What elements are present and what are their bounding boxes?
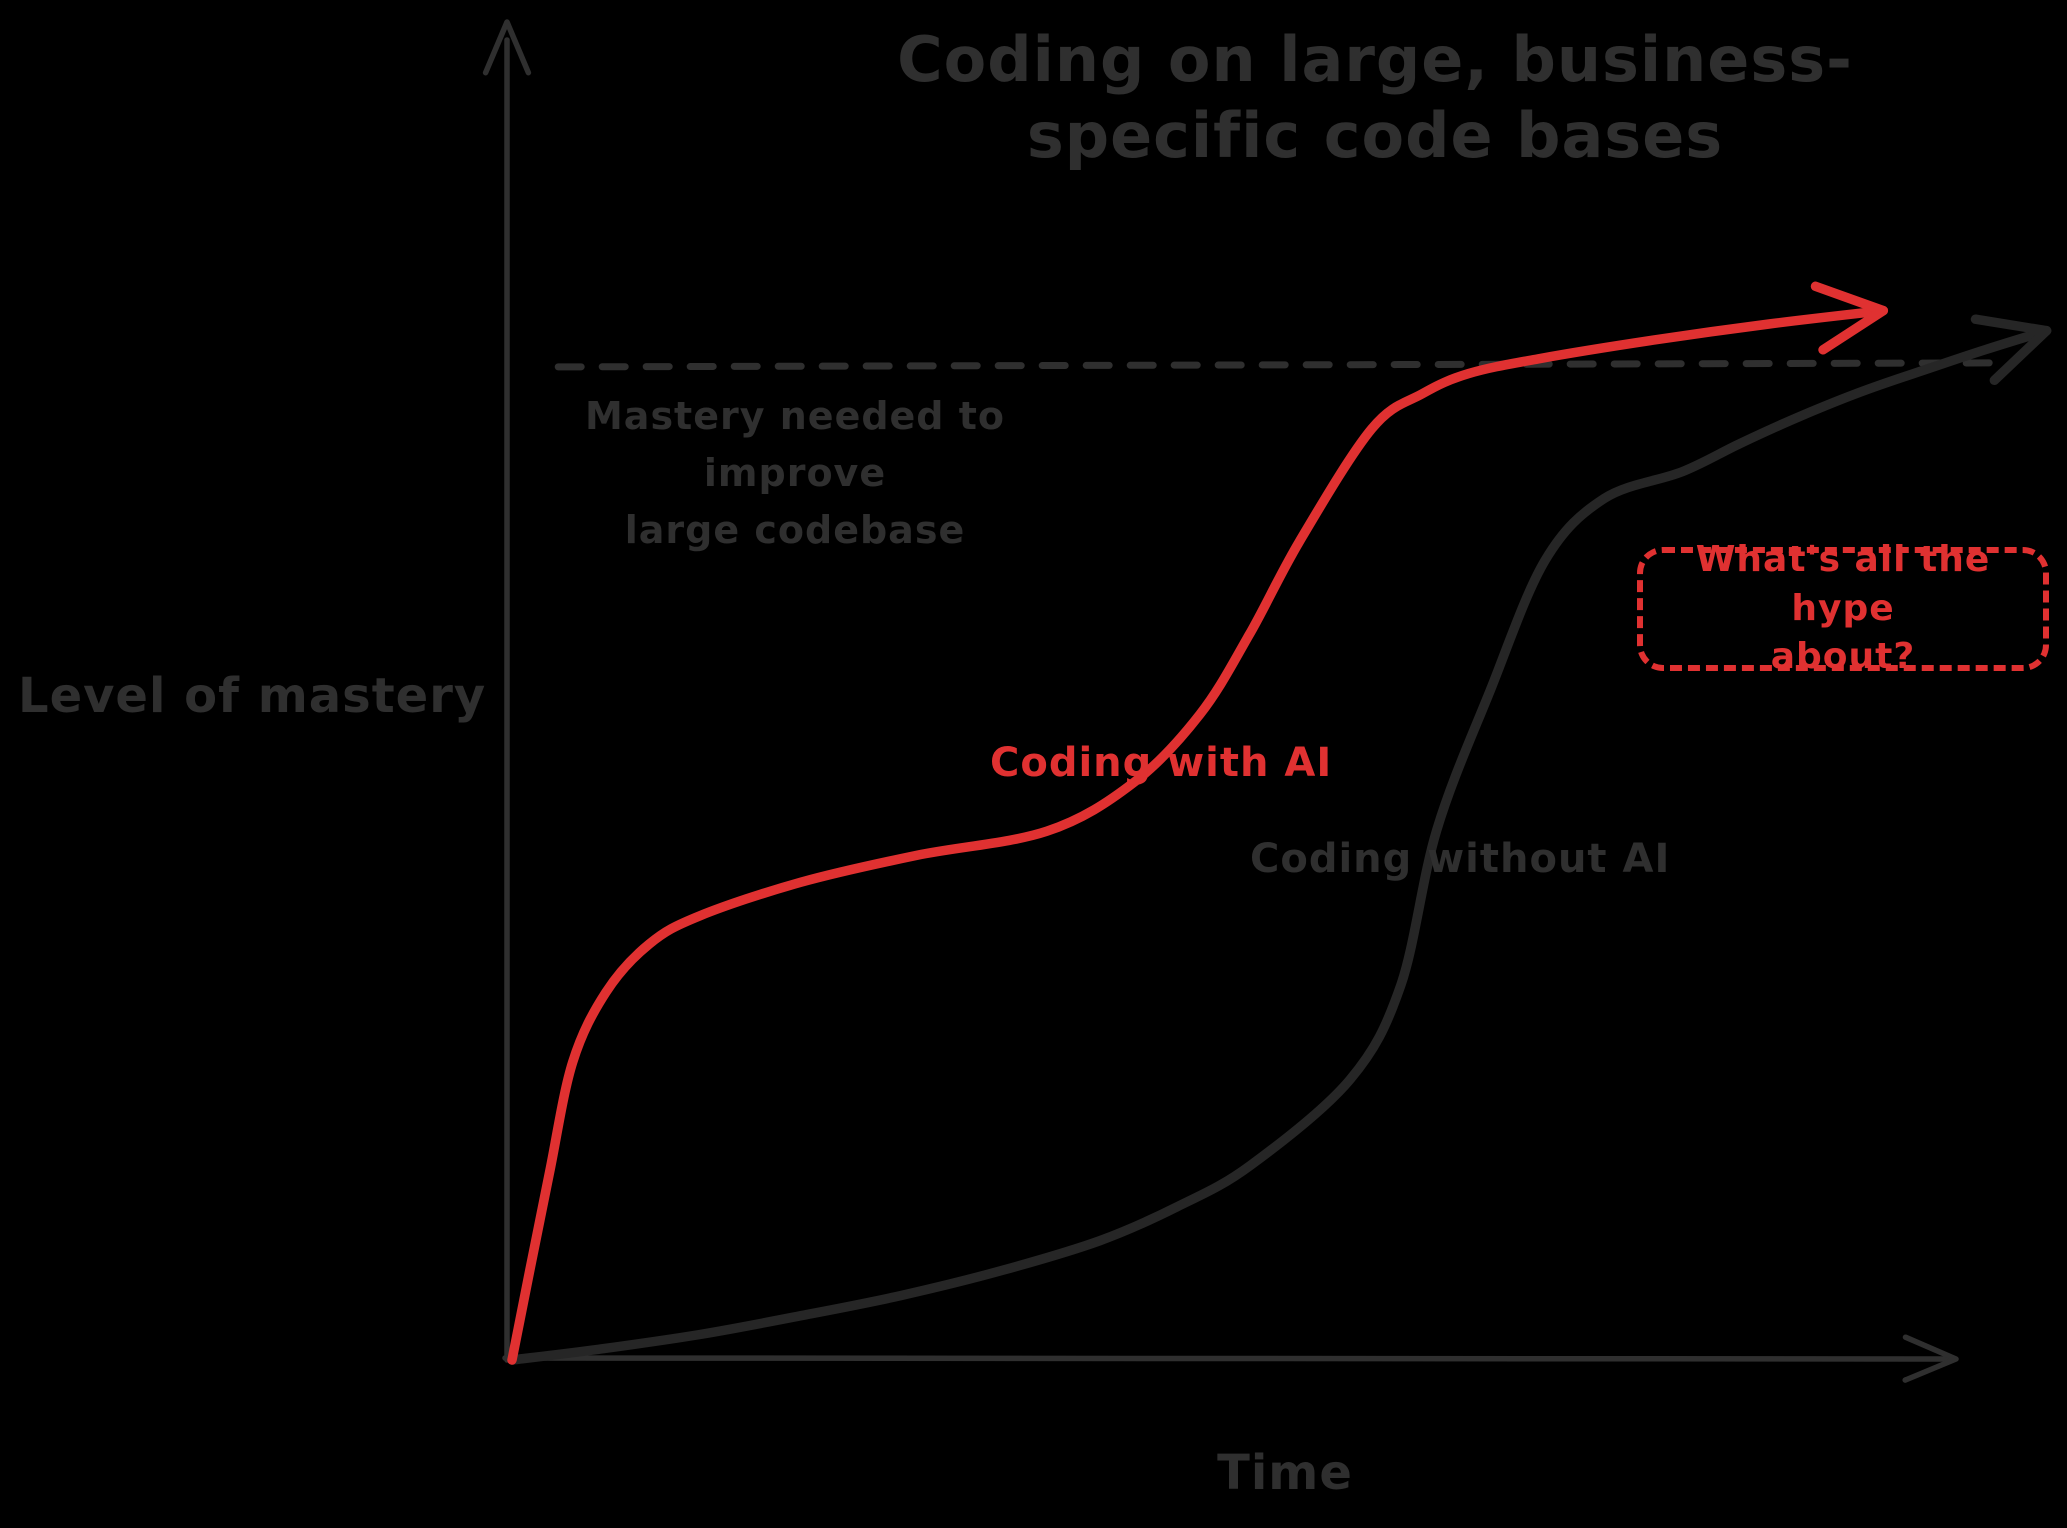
coding-without-ai-arrow-icon xyxy=(1970,314,2052,386)
x-axis-label: Time xyxy=(1217,1445,1353,1501)
chart-title: Coding on large, business- specific code… xyxy=(897,23,1853,172)
axes xyxy=(482,19,1959,1383)
coding-with-ai-arrow-icon xyxy=(1810,281,1889,355)
coding-with-ai-curve xyxy=(507,305,1889,1365)
coding-with-ai-label: Coding with AI xyxy=(990,740,1333,786)
mastery-threshold-dashes xyxy=(554,359,1994,371)
mastery-threshold-label: Mastery needed to improve large codebase xyxy=(584,394,1006,552)
x-axis-arrow-icon xyxy=(1902,1334,1959,1383)
y-axis-arrow-icon xyxy=(482,19,532,76)
y-axis-label: Level of mastery xyxy=(18,668,487,724)
coding-without-ai-curve xyxy=(507,325,2052,1365)
x-axis-line xyxy=(502,1355,1951,1362)
hype-callout-text: What's all the hype about? xyxy=(1695,539,1991,678)
curves xyxy=(507,281,2052,1365)
hype-callout-box: What's all the hype about? xyxy=(1637,539,2049,677)
coding-without-ai-label: Coding without AI xyxy=(1250,836,1671,882)
mastery-threshold-line xyxy=(554,359,1994,371)
